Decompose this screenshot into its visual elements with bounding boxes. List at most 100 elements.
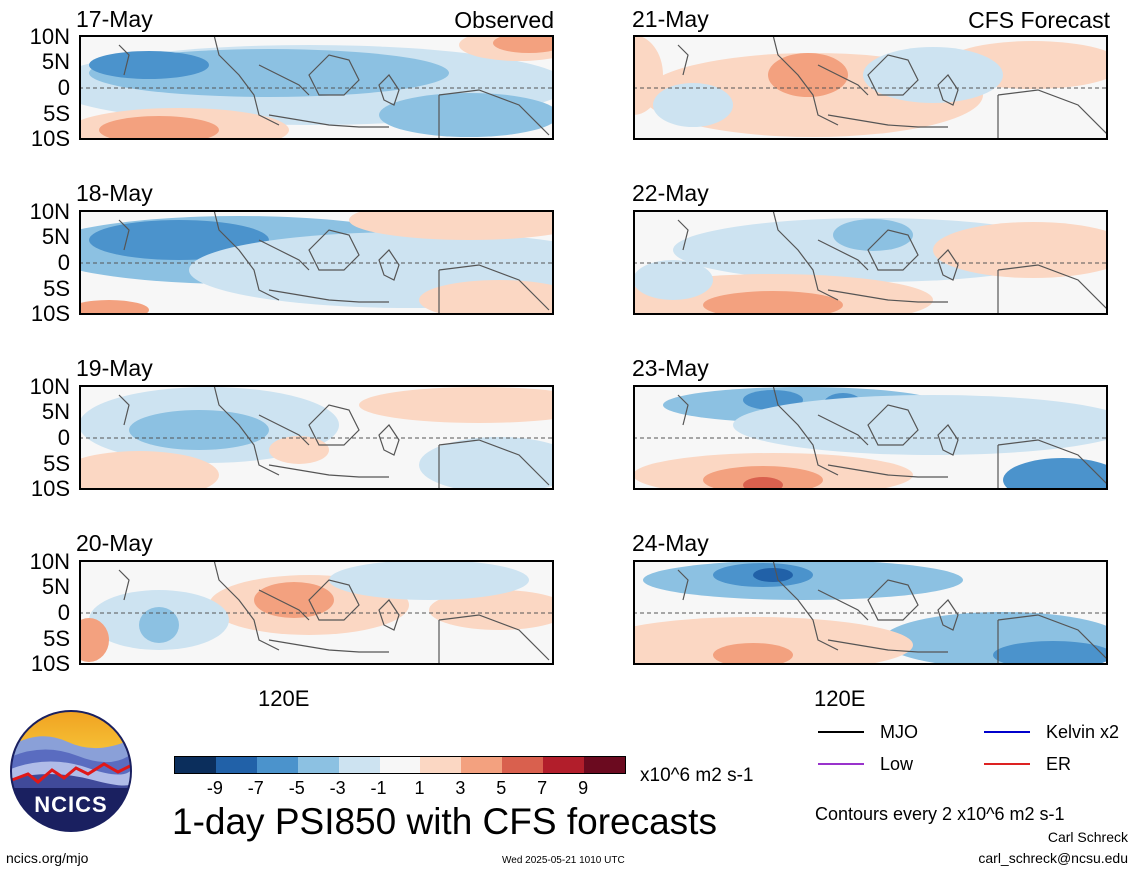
anomaly-blob xyxy=(89,51,209,79)
lon-label-right: 120E xyxy=(814,686,866,711)
legend-line-low xyxy=(818,763,864,765)
colorbar-swatch xyxy=(338,757,380,773)
lat-label: 5S xyxy=(43,451,70,476)
author: Carl Schreck xyxy=(1047,829,1128,845)
anomaly-map xyxy=(633,210,1108,315)
anomaly-blob xyxy=(743,477,783,490)
lat-label: 0 xyxy=(57,425,70,450)
forecast-label: CFS Forecast xyxy=(968,7,1110,33)
colorbar-swatch xyxy=(215,757,257,773)
anomaly-map xyxy=(79,35,554,140)
lat-label: 10S xyxy=(30,126,70,151)
panel-date-5: 21-May xyxy=(632,6,709,32)
lat-label: 10S xyxy=(30,476,70,501)
map-panel-1 xyxy=(79,35,554,140)
panel-date-7: 23-May xyxy=(632,355,709,381)
map-panel-3 xyxy=(79,385,554,490)
legend-line-er xyxy=(984,763,1030,765)
anomaly-blob xyxy=(833,219,913,251)
map-panel-4 xyxy=(79,560,554,665)
legend-label-mjo: MJO xyxy=(880,722,918,742)
anomaly-blob xyxy=(379,93,554,137)
email: carl_schreck@ncsu.edu xyxy=(978,850,1128,866)
anomaly-blob xyxy=(633,617,913,665)
anomaly-map xyxy=(633,560,1108,665)
colorbar-swatch xyxy=(584,757,625,773)
lat-label: 5S xyxy=(43,626,70,651)
map-panel-7 xyxy=(633,385,1108,490)
map-panel-5 xyxy=(633,35,1108,140)
lat-label: 0 xyxy=(57,250,70,275)
anomaly-blob xyxy=(933,222,1108,278)
panel-date-8: 24-May xyxy=(632,530,709,556)
panel-frame xyxy=(633,35,1108,140)
anomaly-blob xyxy=(493,35,554,53)
anomaly-blob xyxy=(768,53,848,97)
colorbar xyxy=(174,756,626,774)
lat-label: 5N xyxy=(41,574,70,599)
map-panel-2 xyxy=(79,210,554,315)
colorbar-swatch xyxy=(379,757,421,773)
map-panel-6 xyxy=(633,210,1108,315)
colorbar-swatch xyxy=(420,757,462,773)
panel-frame xyxy=(633,560,1108,665)
contours-note: Contours every 2 x10^6 m2 s-1 xyxy=(815,804,1065,824)
anomaly-blob xyxy=(863,47,1003,103)
anomaly-blob xyxy=(713,643,793,665)
panel-frame xyxy=(79,210,554,315)
timestamp: Wed 2025-05-21 1010 UTC xyxy=(502,855,625,866)
colorbar-swatch xyxy=(461,757,503,773)
colorbar-swatch xyxy=(297,757,339,773)
colorbar-tick: 7 xyxy=(537,778,548,798)
anomaly-blob xyxy=(1003,458,1108,490)
anomaly-blob xyxy=(993,641,1108,665)
anomaly-map xyxy=(633,385,1108,490)
panel-frame xyxy=(79,385,554,490)
map-panel-8 xyxy=(633,560,1108,665)
anomaly-blob xyxy=(99,116,219,140)
lat-label: 0 xyxy=(57,75,70,100)
anomaly-blob xyxy=(703,291,843,315)
lat-label: 10S xyxy=(30,651,70,676)
anomaly-blob xyxy=(633,260,713,300)
lat-label: 10N xyxy=(29,24,70,49)
panel-date-3: 19-May xyxy=(76,355,153,381)
logo-text: NCICS xyxy=(34,792,107,817)
anomaly-blob xyxy=(329,560,529,600)
colorbar-tick: 3 xyxy=(455,778,466,798)
anomaly-map xyxy=(79,560,554,665)
anomaly-blob xyxy=(349,210,554,240)
colorbar-tick: 1 xyxy=(414,778,425,798)
lat-label: 0 xyxy=(57,600,70,625)
panel-frame xyxy=(633,385,1108,490)
anomaly-blob xyxy=(79,618,109,662)
anomaly-blob xyxy=(269,436,329,464)
anomaly-blob xyxy=(419,437,554,490)
panel-date-4: 20-May xyxy=(76,530,153,556)
anomaly-blob xyxy=(653,83,733,127)
lat-label: 10N xyxy=(29,199,70,224)
page-title: 1-day PSI850 with CFS forecasts xyxy=(172,801,717,842)
lat-label: 10N xyxy=(29,374,70,399)
ncics-logo: NCICS xyxy=(10,710,132,832)
lat-label: 5S xyxy=(43,101,70,126)
anomaly-blob xyxy=(753,568,793,582)
anomaly-blob xyxy=(633,35,663,115)
panel-frame xyxy=(79,35,554,140)
anomaly-blob xyxy=(359,387,554,423)
panel-frame xyxy=(79,560,554,665)
colorbar-swatch xyxy=(502,757,544,773)
anomaly-blob xyxy=(79,451,219,490)
colorbar-tick: -3 xyxy=(329,778,346,798)
lat-label: 5N xyxy=(41,49,70,74)
site-url[interactable]: ncics.org/mjo xyxy=(6,850,89,866)
anomaly-blob xyxy=(139,607,179,643)
colorbar-swatch xyxy=(175,757,216,773)
anomaly-map xyxy=(79,385,554,490)
panel-date-2: 18-May xyxy=(76,180,153,206)
colorbar-tick: -7 xyxy=(247,778,264,798)
panel-date-1: 17-May xyxy=(76,6,153,32)
colorbar-tick: -1 xyxy=(370,778,387,798)
legend-label-er: ER xyxy=(1046,754,1072,774)
colorbar-tick: 9 xyxy=(578,778,589,798)
